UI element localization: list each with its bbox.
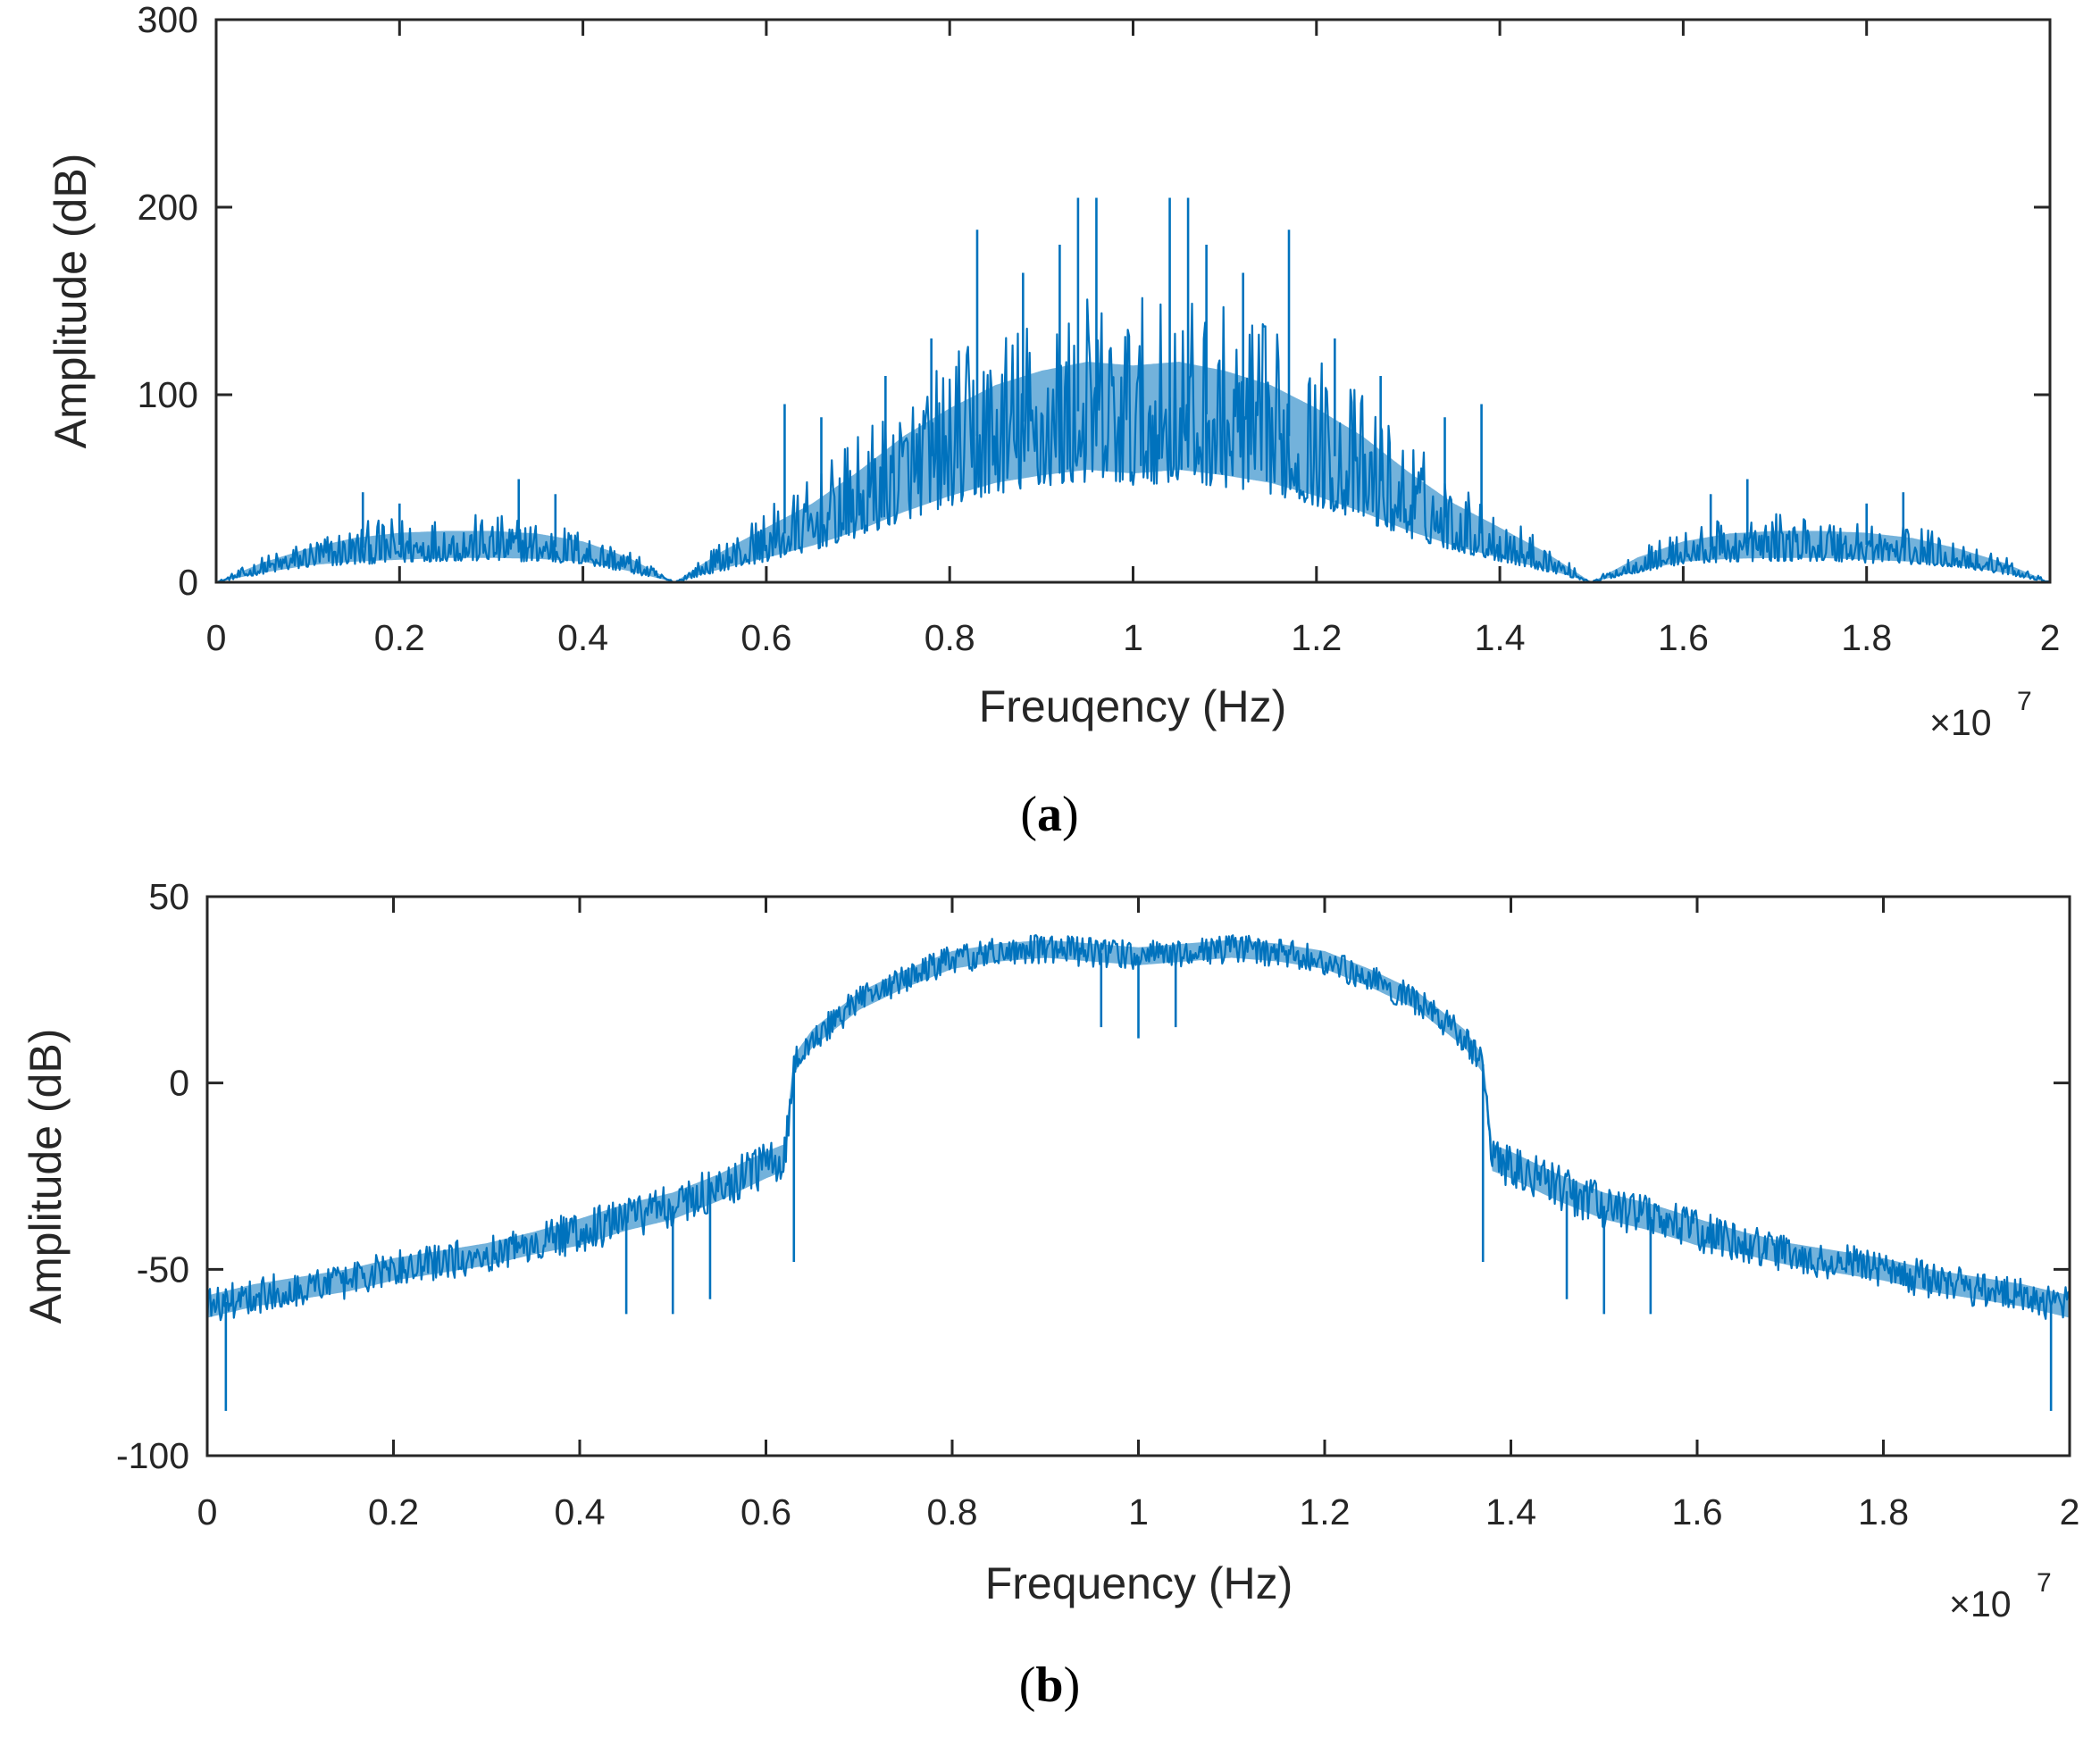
- x-tick-label: 1.4: [1475, 617, 1526, 658]
- x-tick-label: 1.6: [1672, 1491, 1723, 1532]
- y-tick-label: 200: [138, 187, 198, 228]
- y-tick-label: 300: [138, 0, 198, 40]
- ticks-a: 0 0.2 0.4 0.6 0.8 1 1.2 1.4 1.6 1.8 2 0 100 200 300: [138, 0, 2061, 658]
- x-tick-label: 0.8: [927, 1491, 978, 1532]
- x-multiplier-base-a: ×10: [1929, 702, 1992, 743]
- x-axis-label-a: Freuqency (Hz): [979, 681, 1287, 731]
- x-tick-label: 0.4: [557, 617, 608, 658]
- x-tick-label: 1: [1128, 1491, 1149, 1532]
- x-tick-label: 1.8: [1858, 1491, 1909, 1532]
- y-tick-label: -50: [137, 1248, 189, 1290]
- x-tick-label: 0.2: [374, 617, 425, 658]
- y-tick-label: 0: [178, 562, 198, 603]
- x-tick-label: 0.6: [740, 1491, 791, 1532]
- y-tick-label: -100: [116, 1435, 189, 1476]
- plot-area-a: [215, 197, 2051, 584]
- panel-a-chart: 0 0.2 0.4 0.6 0.8 1 1.2 1.4 1.6 1.8 2 0 100 200 300 Fr…: [46, 0, 2060, 842]
- series-line: [215, 296, 2051, 584]
- y-tick-label: 100: [138, 374, 198, 415]
- x-multiplier-a: ×10 7: [1929, 687, 2032, 743]
- y-axis-label-a: Amplitude (dB): [46, 154, 96, 449]
- x-tick-label: 0: [197, 1491, 218, 1532]
- series-envelope: [207, 939, 2070, 1318]
- y-tick-label: 0: [169, 1063, 189, 1104]
- x-tick-label: 1.4: [1485, 1491, 1536, 1532]
- x-multiplier-base-b: ×10: [1949, 1583, 2012, 1624]
- x-tick-label: 1.2: [1291, 617, 1342, 658]
- caption-letter-a: a: [1037, 787, 1062, 842]
- x-tick-label: 0: [206, 617, 227, 658]
- x-tick-label: 2: [2060, 1491, 2080, 1532]
- caption-letter-b: b: [1035, 1658, 1063, 1713]
- series-envelope: [216, 362, 2050, 582]
- axes-frame-a: [214, 18, 2052, 584]
- x-tick-label: 1: [1123, 617, 1143, 658]
- panel-b-chart: 0 0.2 0.4 0.6 0.8 1 1.2 1.4 1.6 1.8 2 -100 -50 0 50 Fr…: [21, 876, 2079, 1713]
- x-tick-label: 1.6: [1658, 617, 1709, 658]
- y-tick-label: 50: [148, 876, 189, 917]
- x-tick-label: 0.2: [368, 1491, 419, 1532]
- x-multiplier-exp-a: 7: [2017, 687, 2032, 716]
- ticks-b: 0 0.2 0.4 0.6 0.8 1 1.2 1.4 1.6 1.8 2 -100 -50 0 50: [116, 876, 2079, 1532]
- x-tick-label: 0.8: [925, 617, 975, 658]
- caption-a: (a): [1020, 787, 1078, 842]
- caption-b: (b): [1019, 1658, 1080, 1713]
- x-tick-label: 1.8: [1841, 617, 1892, 658]
- x-multiplier-exp-b: 7: [2037, 1568, 2052, 1598]
- x-tick-label: 0.6: [740, 617, 791, 658]
- y-axis-label-b: Amplitude (dB): [21, 1029, 71, 1324]
- x-tick-label: 0.4: [555, 1491, 606, 1532]
- x-axis-label-b: Frequency (Hz): [985, 1558, 1293, 1608]
- plot-area-b: [205, 934, 2071, 1411]
- x-multiplier-b: ×10 7: [1949, 1568, 2052, 1624]
- x-tick-label: 2: [2040, 617, 2061, 658]
- x-tick-label: 1.2: [1300, 1491, 1351, 1532]
